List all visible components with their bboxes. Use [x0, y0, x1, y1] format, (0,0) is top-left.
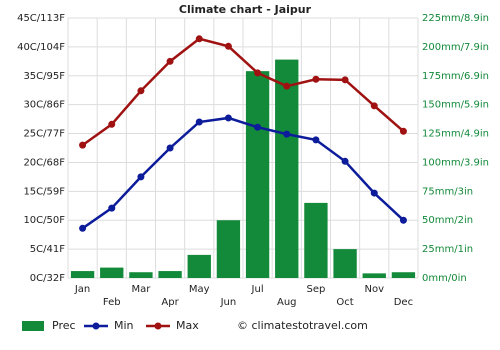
x-tick-label: Sep	[306, 284, 325, 295]
bar	[216, 220, 241, 278]
point	[283, 82, 291, 90]
line	[81, 116, 405, 230]
y2-tick-label: 25mm/1in	[422, 244, 473, 255]
y-tick-label: 30C/86F	[23, 100, 65, 111]
point	[195, 118, 203, 126]
bar	[275, 59, 299, 278]
chart-title: Climate chart - Jaipur	[179, 3, 312, 16]
legend-swatch	[92, 322, 100, 330]
point	[224, 42, 232, 50]
point	[312, 75, 320, 83]
bar	[245, 71, 270, 279]
bar	[391, 272, 416, 278]
x-tick-label: May	[189, 284, 210, 295]
bar	[129, 272, 153, 278]
line	[81, 37, 405, 147]
x-tick-label: Nov	[364, 284, 384, 295]
point	[79, 224, 87, 232]
point	[137, 87, 145, 95]
y-tick-label: 45C/113F	[17, 13, 65, 24]
y2-tick-label: 225mm/8.9in	[422, 13, 489, 24]
point	[341, 157, 349, 165]
point	[79, 141, 87, 149]
point	[312, 136, 320, 144]
bar	[158, 271, 182, 278]
y2-tick-label: 50mm/2in	[422, 215, 473, 226]
point	[341, 76, 349, 84]
x-tick-label: Aug	[277, 297, 297, 308]
x-tick-label: Apr	[161, 297, 179, 308]
point	[370, 189, 378, 197]
bar	[304, 202, 328, 278]
bar	[70, 271, 95, 278]
x-tick-label: Dec	[394, 297, 413, 308]
point	[195, 35, 203, 43]
y-tick-label: 5C/41F	[30, 244, 65, 255]
point	[254, 69, 262, 77]
x-tick-label: Jun	[220, 297, 237, 308]
bar	[100, 267, 124, 278]
y-tick-label: 15C/59F	[23, 186, 65, 197]
y-tick-label: 20C/68F	[23, 157, 65, 168]
point	[224, 114, 232, 122]
legend-label: Max	[176, 319, 199, 332]
point	[108, 204, 116, 212]
y-tick-label: 40C/104F	[17, 42, 65, 53]
point	[137, 173, 145, 181]
bar	[333, 249, 357, 278]
y2-tick-label: 75mm/3in	[422, 186, 473, 197]
y2-tick-label: 100mm/3.9in	[422, 157, 489, 168]
y2-tick-label: 125mm/4.9in	[422, 129, 489, 140]
legend-swatch	[22, 321, 44, 331]
point	[399, 216, 407, 224]
x-tick-label: Jul	[251, 284, 264, 295]
point	[370, 102, 378, 110]
legend-label: Min	[114, 319, 134, 332]
point	[283, 130, 291, 138]
x-tick-label: Feb	[103, 297, 121, 308]
point	[108, 120, 116, 128]
legend-swatch	[154, 322, 162, 330]
bar	[362, 273, 386, 278]
y2-tick-label: 175mm/6.9in	[422, 71, 489, 82]
x-tick-label: Mar	[131, 284, 151, 295]
legend-label: Prec	[52, 319, 76, 332]
point	[254, 123, 262, 131]
point	[399, 127, 407, 135]
x-tick-label: Jan	[74, 284, 90, 295]
y-tick-label: 0C/32F	[30, 273, 65, 284]
credit: © climatestotravel.com	[237, 319, 368, 332]
point	[166, 57, 174, 65]
y-tick-label: 35C/95F	[23, 71, 65, 82]
y2-tick-label: 150mm/5.9in	[422, 100, 489, 111]
y2-tick-label: 200mm/7.9in	[422, 42, 489, 53]
point	[166, 144, 174, 152]
y-tick-label: 10C/50F	[23, 215, 65, 226]
y-tick-label: 25C/77F	[23, 129, 65, 140]
x-tick-label: Oct	[336, 297, 353, 308]
bar	[187, 254, 211, 278]
y2-tick-label: 0mm/0in	[422, 273, 467, 284]
